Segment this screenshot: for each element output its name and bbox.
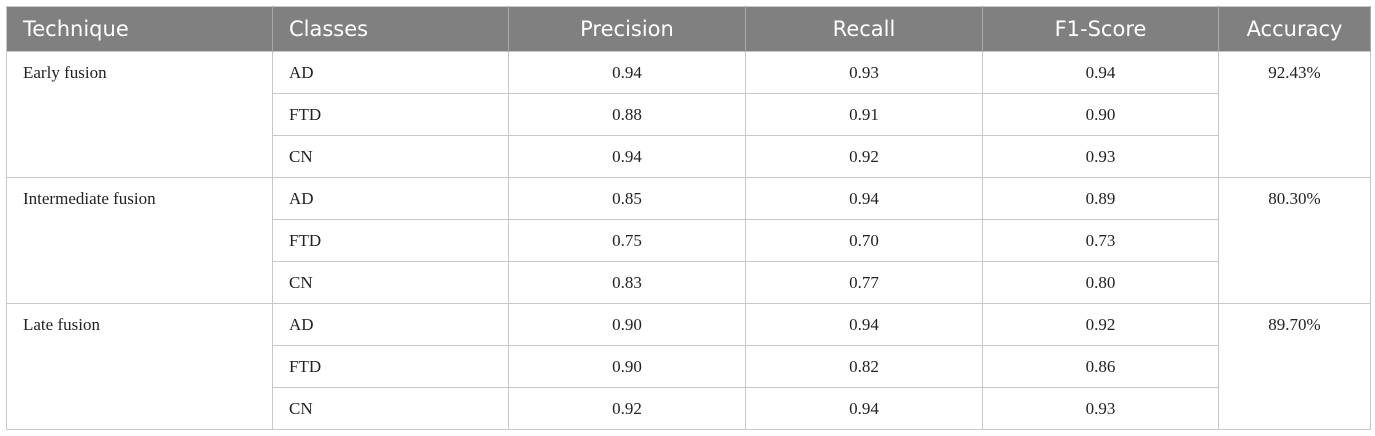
table-row: CN 0.94 0.92 0.93 (7, 135, 1371, 178)
header-row: Technique Classes Precision Recall F1-Score A… (6, 6, 1371, 52)
metric-cell: 0.92 (982, 303, 1219, 346)
metric-cell: 0.86 (982, 345, 1219, 388)
metric-cell: 0.83 (508, 261, 746, 304)
column-header: F1-Score (982, 6, 1219, 52)
accuracy-cell: 80.30% (1218, 177, 1371, 304)
table-row: CN 0.83 0.77 0.80 (7, 261, 1371, 304)
class-cell: CN (272, 387, 509, 430)
metric-cell: 0.90 (982, 93, 1219, 136)
class-cell: AD (272, 177, 509, 220)
class-cell: FTD (272, 219, 509, 262)
results-table: Technique Classes Precision Recall F1-Score A… (6, 6, 1371, 430)
metric-cell: 0.70 (745, 219, 983, 262)
table-row: Late fusion AD 0.90 0.94 0.92 89.70% (6, 303, 1371, 430)
accuracy-cell: 89.70% (1218, 303, 1371, 430)
metric-cell: 0.93 (745, 51, 983, 94)
column-header: Technique (6, 6, 273, 52)
table-row: FTD 0.90 0.82 0.86 (7, 345, 1371, 388)
metric-cell: 0.89 (982, 177, 1219, 220)
table-row: CN 0.92 0.94 0.93 (7, 387, 1371, 430)
table-row: Intermediate fusion AD 0.85 0.94 0.89 80.30% (6, 177, 1371, 304)
metric-cell: 0.75 (508, 219, 746, 262)
column-header: Classes (272, 6, 509, 52)
technique-cell: Late fusion (6, 303, 273, 430)
technique-cell: Early fusion (6, 51, 273, 178)
metric-cell: 0.85 (508, 177, 746, 220)
technique-cell: Intermediate fusion (6, 177, 273, 304)
metric-cell: 0.90 (508, 345, 746, 388)
table-row: Early fusion AD 0.94 0.93 0.94 92.43% (6, 51, 1371, 178)
accuracy-cell: 92.43% (1218, 51, 1371, 178)
column-header: Accuracy (1218, 6, 1371, 52)
metric-cell: 0.94 (982, 51, 1219, 94)
class-cell: FTD (272, 345, 509, 388)
metric-cell: 0.90 (508, 303, 746, 346)
metric-cell: 0.91 (745, 93, 983, 136)
class-cell: FTD (272, 93, 509, 136)
metric-cell: 0.94 (745, 177, 983, 220)
metric-cell: 0.77 (745, 261, 983, 304)
metric-cell: 0.80 (982, 261, 1219, 304)
class-cell: CN (272, 135, 509, 178)
class-cell: AD (272, 303, 509, 346)
metric-cell: 0.92 (745, 135, 983, 178)
table-row: FTD 0.88 0.91 0.90 (7, 93, 1371, 136)
table-header: Technique Classes Precision Recall F1-Score A… (6, 6, 1371, 52)
table-body: Early fusion AD 0.94 0.93 0.94 92.43% FTD 0.88 0… (6, 51, 1371, 430)
metric-cell: 0.92 (508, 387, 746, 430)
table-row: FTD 0.75 0.70 0.73 (7, 219, 1371, 262)
metric-cell: 0.88 (508, 93, 746, 136)
metric-cell: 0.73 (982, 219, 1219, 262)
metric-cell: 0.93 (982, 135, 1219, 178)
metric-cell: 0.82 (745, 345, 983, 388)
column-header: Recall (745, 6, 983, 52)
metric-cell: 0.94 (745, 387, 983, 430)
metric-cell: 0.94 (745, 303, 983, 346)
column-header: Precision (508, 6, 746, 52)
metric-cell: 0.94 (508, 135, 746, 178)
class-cell: AD (272, 51, 509, 94)
metric-cell: 0.93 (982, 387, 1219, 430)
metric-cell: 0.94 (508, 51, 746, 94)
class-cell: CN (272, 261, 509, 304)
